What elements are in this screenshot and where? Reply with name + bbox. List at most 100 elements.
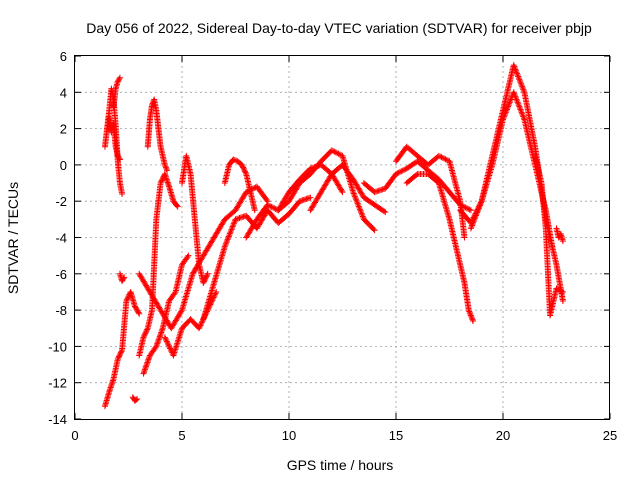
data-point <box>116 352 123 359</box>
y-tick-label: 2 <box>60 122 67 137</box>
data-point <box>506 100 513 107</box>
data-point <box>517 79 524 86</box>
data-point <box>520 115 527 122</box>
series-arc-e <box>116 270 128 285</box>
data-point <box>198 321 205 328</box>
data-point <box>470 218 477 225</box>
data-point <box>402 166 409 173</box>
x-tick-label: 25 <box>603 428 617 443</box>
data-point <box>204 270 211 277</box>
data-point <box>355 202 362 209</box>
x-tick-label: 20 <box>496 428 510 443</box>
data-point <box>114 356 121 363</box>
data-point <box>202 275 209 282</box>
data-point <box>512 95 519 102</box>
data-point <box>222 242 229 249</box>
data-point <box>351 193 358 200</box>
data-point <box>117 350 124 357</box>
data-point <box>502 109 509 116</box>
data-point <box>167 345 174 352</box>
data-point <box>505 102 512 109</box>
data-point <box>443 156 450 163</box>
data-point <box>171 290 178 297</box>
series-arc-s <box>393 143 468 241</box>
data-point <box>439 154 446 161</box>
data-point <box>229 223 236 230</box>
data-point <box>472 212 479 219</box>
y-tick-label: -14 <box>48 412 67 427</box>
data-point <box>441 155 448 162</box>
data-point <box>124 295 131 302</box>
data-point <box>353 197 360 204</box>
series-arc-x <box>553 225 566 245</box>
data-point <box>135 309 142 316</box>
data-point <box>196 325 203 332</box>
data-point <box>393 170 399 177</box>
data-point <box>229 224 236 231</box>
data-point <box>461 203 468 210</box>
series-arc-m <box>200 194 314 323</box>
data-point <box>553 285 560 292</box>
data-point <box>226 230 233 237</box>
series-arc-d <box>101 288 143 410</box>
series-arc-k <box>179 152 211 286</box>
data-point <box>468 313 475 320</box>
data-point <box>501 112 508 119</box>
data-point <box>268 203 275 210</box>
data-point <box>330 148 337 155</box>
x-axis: 0 5 10 15 20 25 <box>71 56 617 443</box>
data-point <box>477 201 484 208</box>
data-point <box>557 287 564 294</box>
series-arc-w <box>532 152 566 319</box>
data-point <box>251 207 258 214</box>
data-point <box>350 189 357 196</box>
data-point <box>519 83 526 90</box>
data-point <box>142 329 149 336</box>
data-point <box>382 209 389 216</box>
data-point <box>116 353 123 360</box>
data-point <box>116 75 123 82</box>
data-point <box>224 237 231 244</box>
data-point <box>184 253 191 260</box>
data-point <box>501 113 508 120</box>
data-point <box>549 243 556 250</box>
data-point <box>466 308 473 315</box>
data-point <box>134 396 141 403</box>
data-point <box>469 316 476 323</box>
data-point <box>161 334 168 341</box>
data-point <box>197 322 204 329</box>
data-point <box>162 163 169 170</box>
data-point <box>370 226 377 233</box>
data-point <box>351 191 358 198</box>
data-point <box>559 298 566 305</box>
data-point <box>399 167 406 174</box>
data-point <box>478 199 485 206</box>
data-point <box>503 107 510 114</box>
chart-title: Day 056 of 2022, Sidereal Day-to-day VTE… <box>86 20 592 36</box>
y-axis-label: SDTVAR / TECUs <box>5 182 21 294</box>
data-point <box>115 354 122 361</box>
data-point <box>231 157 238 164</box>
data-point <box>467 312 474 319</box>
data-point <box>471 216 478 223</box>
data-point <box>475 206 482 213</box>
series-arc-l <box>161 288 220 359</box>
data-point <box>269 204 276 211</box>
data-point <box>307 194 314 201</box>
data-point <box>514 99 521 106</box>
data-point <box>198 319 205 326</box>
data-point <box>161 161 168 168</box>
data-point <box>264 201 271 208</box>
data-point <box>228 226 235 233</box>
data-point <box>230 222 237 229</box>
data-point <box>120 275 127 282</box>
data-point <box>201 278 208 285</box>
data-point <box>227 229 234 236</box>
data-point <box>468 223 475 230</box>
data-point <box>350 190 357 197</box>
data-point <box>359 212 366 219</box>
data-point <box>125 294 132 301</box>
data-point <box>514 72 521 79</box>
data-point <box>467 311 474 318</box>
data-point <box>471 215 478 222</box>
